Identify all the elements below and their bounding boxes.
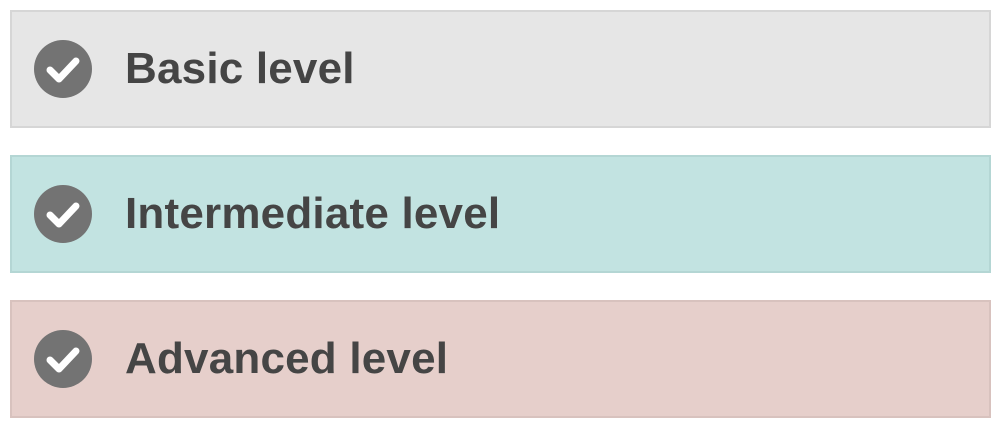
check-circle-icon	[34, 330, 92, 388]
level-option-advanced[interactable]: Advanced level	[10, 300, 991, 418]
check-circle-icon	[34, 185, 92, 243]
level-label: Basic level	[125, 44, 355, 93]
level-list: Basic level Intermediate level Advanced …	[10, 10, 991, 418]
level-label: Advanced level	[125, 334, 449, 383]
level-label: Intermediate level	[125, 189, 501, 238]
level-option-intermediate[interactable]: Intermediate level	[10, 155, 991, 273]
level-option-basic[interactable]: Basic level	[10, 10, 991, 128]
check-circle-icon	[34, 40, 92, 98]
